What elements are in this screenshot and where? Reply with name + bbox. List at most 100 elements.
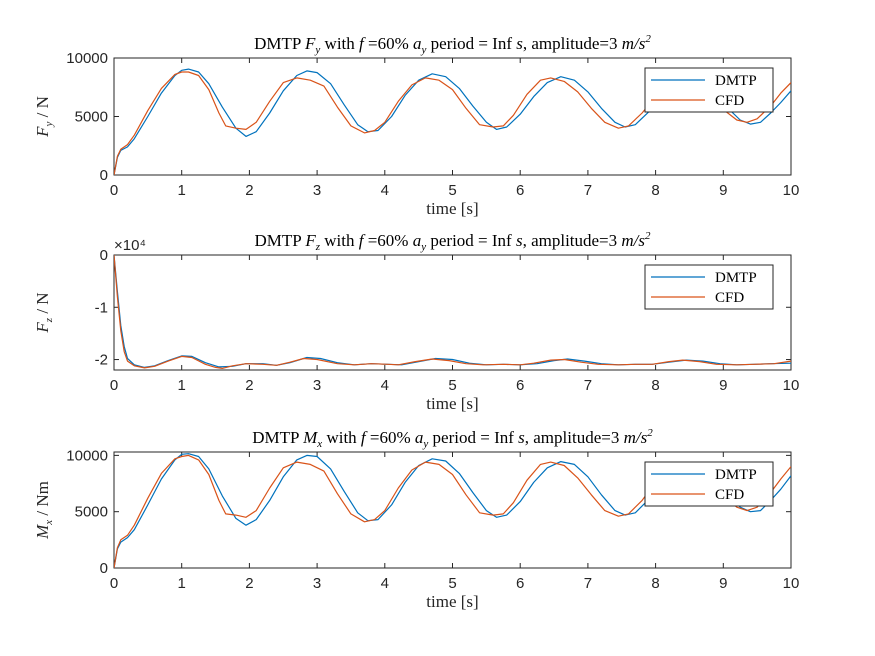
x-tick-label: 6 <box>516 182 524 199</box>
x-tick-label: 7 <box>584 377 592 394</box>
chart-title-part: s <box>518 428 525 447</box>
y-tick-label: 0 <box>100 167 108 184</box>
y-tick-label: 10000 <box>66 50 108 67</box>
x-tick-label: 9 <box>719 182 727 199</box>
chart-title-part: y <box>314 44 320 56</box>
chart-title-part: , amplitude=3 <box>525 428 624 447</box>
x-tick-label: 6 <box>516 377 524 394</box>
y-tick-label: 0 <box>100 560 108 577</box>
x-tick-label: 10 <box>783 377 800 394</box>
x-tick-label: 4 <box>381 575 389 592</box>
chart-title-part: with <box>320 34 359 53</box>
x-tick-label: 7 <box>584 182 592 199</box>
x-tick-label: 5 <box>448 377 456 394</box>
x-tick-label: 5 <box>448 575 456 592</box>
y-axis-label-part: / N <box>33 96 52 122</box>
chart-title-part: period = Inf <box>426 34 516 53</box>
y-tick-label: 5000 <box>75 504 108 521</box>
y-axis-label: Mx / Nm <box>33 481 55 540</box>
y-tick-label: 0 <box>100 247 108 264</box>
legend-box <box>644 264 774 310</box>
chart-title-part: period = Inf <box>426 231 516 250</box>
y-axis-label-part: F <box>33 126 52 138</box>
chart-title-part: f <box>361 428 368 447</box>
chart-title-part: y <box>421 44 427 56</box>
chart-title-part: with <box>320 231 359 250</box>
chart-title-part: a <box>413 231 422 250</box>
y-axis-label-part: M <box>33 524 52 540</box>
x-tick-label: 1 <box>178 575 186 592</box>
x-tick-label: 4 <box>381 182 389 199</box>
legend: DMTP CFD <box>644 461 774 507</box>
legend-label-cfd: CFD <box>715 487 744 503</box>
chart-title-part: s <box>516 34 523 53</box>
y-axis-label-part: y <box>43 122 55 128</box>
x-tick-label: 0 <box>110 377 118 394</box>
x-tick-label: 2 <box>245 182 253 199</box>
y-tick-label: 5000 <box>75 109 108 126</box>
x-tick-label: 6 <box>516 575 524 592</box>
chart-title: DMTP Mx with f =60% ay period = Inf s, a… <box>252 427 653 450</box>
chart-title-part: m/s <box>621 231 645 250</box>
y-axis-label: Fy / N <box>33 96 55 138</box>
chart-title-part: 2 <box>645 230 651 242</box>
x-tick-label: 3 <box>313 377 321 394</box>
chart-title-part: period = Inf <box>428 428 518 447</box>
x-tick-label: 1 <box>178 182 186 199</box>
chart-title-part: z <box>315 241 321 253</box>
x-tick-label: 9 <box>719 575 727 592</box>
chart-title-part: DMTP <box>254 231 305 250</box>
y-axis-label-part: / N <box>33 292 52 318</box>
x-axis-label: time [s] <box>426 592 478 611</box>
y-exponent-label: ×10⁴ <box>114 237 146 254</box>
chart-title-part: m/s <box>622 34 646 53</box>
x-tick-label: 8 <box>651 182 659 199</box>
chart-title-part: 2 <box>645 33 651 45</box>
y-tick-label: -2 <box>95 352 108 369</box>
x-axis-label: time [s] <box>426 199 478 218</box>
legend: DMTP CFD <box>644 67 774 113</box>
chart-title-part: y <box>422 438 428 450</box>
x-tick-label: 1 <box>178 377 186 394</box>
chart-title-part: a <box>415 428 424 447</box>
x-tick-label: 0 <box>110 182 118 199</box>
chart-title: DMTP Fz with f =60% ay period = Inf s, a… <box>254 230 651 253</box>
x-tick-label: 3 <box>313 575 321 592</box>
chart-title-part: =60% <box>364 34 413 53</box>
x-tick-label: 4 <box>381 377 389 394</box>
x-tick-label: 0 <box>110 575 118 592</box>
y-tick-label: -1 <box>95 299 108 316</box>
x-tick-label: 8 <box>651 377 659 394</box>
y-axis-label-part: x <box>43 520 55 526</box>
legend-label-dmtp: DMTP <box>715 73 757 89</box>
chart-title-part: DMTP <box>252 428 303 447</box>
y-axis-label-part: z <box>43 317 55 323</box>
chart-title-part: DMTP <box>254 34 305 53</box>
legend-label-cfd: CFD <box>715 93 744 109</box>
chart-title-part: 2 <box>647 427 653 439</box>
chart-title-part: m/s <box>624 428 648 447</box>
chart-title-part: f <box>359 231 366 250</box>
subplot-3: 0 1 2 3 4 5 6 7 8 9 10 0 5000 10000 DMTP Mx with f =60… <box>33 427 799 611</box>
legend-label-dmtp: DMTP <box>715 270 757 286</box>
y-axis-label-part: F <box>33 322 52 334</box>
chart-title-part: , amplitude=3 <box>523 231 622 250</box>
chart-title-part: =60% <box>363 231 412 250</box>
legend-box <box>644 461 774 507</box>
chart-title-part: , amplitude=3 <box>523 34 622 53</box>
chart-title-part: with <box>322 428 361 447</box>
subplot-1: 0 1 2 3 4 5 6 7 8 9 10 0 5000 10000 DMTP Fy with f =60… <box>33 33 799 218</box>
x-tick-label: 8 <box>651 575 659 592</box>
legend-label-dmtp: DMTP <box>715 467 757 483</box>
x-tick-label: 3 <box>313 182 321 199</box>
subplot-2: 0 1 2 3 4 5 6 7 8 9 10 -2 -1 0 ×10⁴ DMTP Fz with f =60%… <box>33 230 799 413</box>
chart-title-part: F <box>304 231 316 250</box>
y-axis-label-part: / Nm <box>33 481 52 520</box>
x-tick-label: 7 <box>584 575 592 592</box>
legend-box <box>644 67 774 113</box>
y-tick-label: 10000 <box>66 447 108 464</box>
chart-title: DMTP Fy with f =60% ay period = Inf s, a… <box>254 33 651 56</box>
chart-title-part: F <box>304 34 316 53</box>
x-axis-label: time [s] <box>426 394 478 413</box>
